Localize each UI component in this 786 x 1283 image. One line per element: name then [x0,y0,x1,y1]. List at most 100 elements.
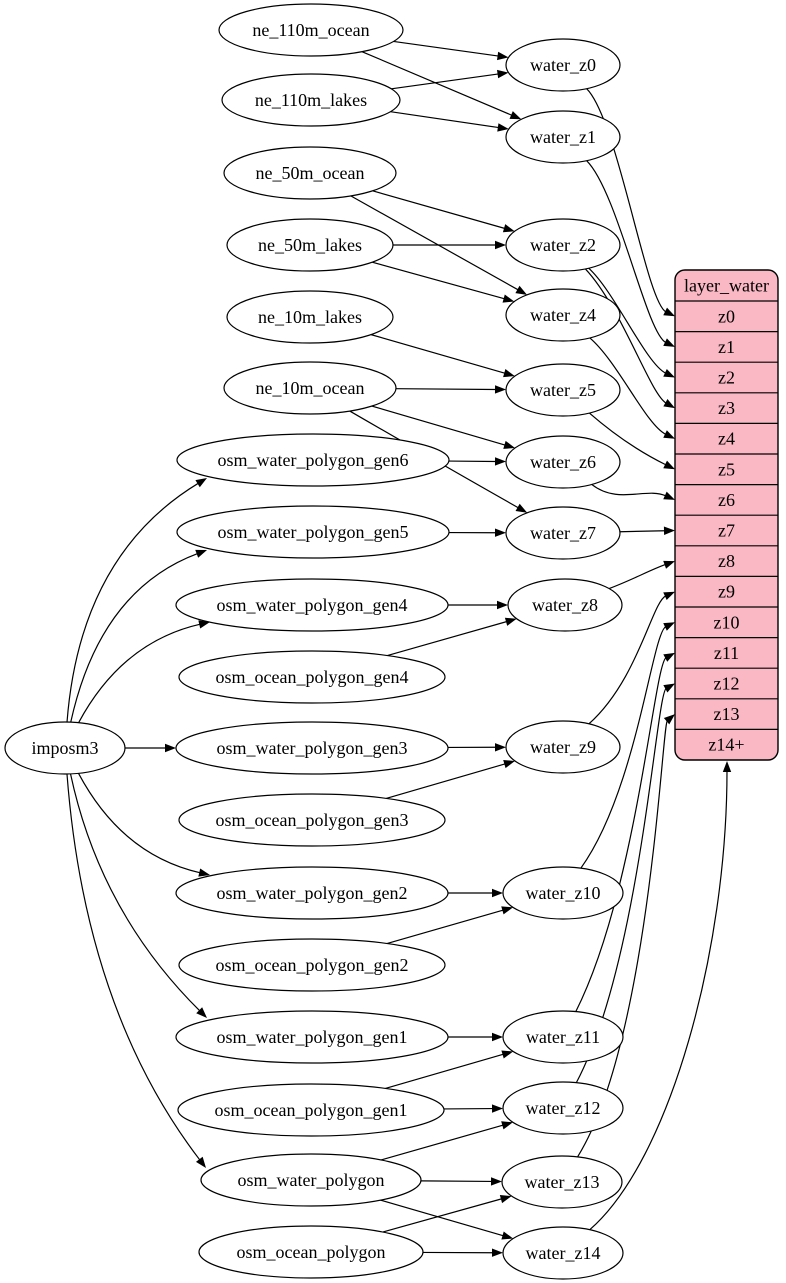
node-osm_water_polygon_gen5 [176,505,450,559]
edge-water_z4-to-z4 [589,337,667,435]
table-row-label-z0: z0 [718,306,735,326]
arrowhead-osm_ocean_polygon-to-water_z13 [499,1194,512,1204]
table-row-label-z1: z1 [718,337,735,357]
arrowhead-water_z2-to-z3 [663,399,675,409]
edge-ne_10m_lakes-to-water_z5 [370,334,506,374]
arrowhead-water_z1-to-z1 [663,338,675,347]
node-label-water_z0: water_z0 [530,55,596,75]
node-label-osm_ocean_polygon_gen4: osm_ocean_polygon_gen4 [216,667,409,687]
node-ne_10m_lakes [226,290,394,344]
node-ne_110m_ocean [218,3,404,57]
node-water_z13 [501,1155,623,1209]
arrowhead-ne_10m_ocean-to-water_z6 [503,440,516,449]
arrowhead-ne_50m_ocean-to-water_z2 [502,224,515,233]
arrowhead-osm_water_polygon_gen6-to-water_z6 [494,457,507,466]
node-label-osm_water_polygon_gen1: osm_water_polygon_gen1 [217,1027,408,1047]
node-water_z11 [502,1010,624,1064]
node-label-ne_10m_ocean: ne_10m_ocean [256,378,365,398]
table-row-label-z10: z10 [714,612,740,632]
node-label-osm_water_polygon_gen6: osm_water_polygon_gen6 [218,450,409,470]
node-label-ne_10m_lakes: ne_10m_lakes [258,307,362,327]
edge-osm_ocean_polygon_gen3-to-water_z9 [386,763,506,799]
node-label-osm_ocean_polygon_gen2: osm_ocean_polygon_gen2 [216,955,409,975]
node-water_z6 [505,435,621,489]
edge-ne_50m_ocean-to-water_z2 [372,190,506,230]
edge-imposm3-to-osm_water_polygon_gen1 [69,773,201,1012]
table-row-label-z8: z8 [718,551,735,571]
node-water_z0 [505,38,621,92]
table-row-label-z9: z9 [718,582,735,602]
edge-osm_ocean_polygon_gen1-to-water_z11 [385,1053,504,1090]
edge-water_z7-to-z7 [619,530,666,533]
edge-ne_110m_lakes-to-water_z0 [391,73,499,90]
edge-imposm3-to-osm_water_polygon_gen5 [70,552,198,723]
node-label-water_z9: water_z9 [530,737,596,757]
edge-osm_ocean_polygon-to-water_z13 [382,1198,503,1233]
edge-imposm3-to-osm_water_polygon_gen6 [66,482,199,723]
table-row-label-z4: z4 [718,429,735,449]
arrowhead-water_z6-to-z6 [663,491,675,500]
edge-imposm3-to-osm_water_polygon_gen4 [78,623,201,723]
layer-water-table: layer_water z0 z1 z2 z3 z4 z5 z6 z7 z8 z9 z10 z11 z12… [674,269,779,761]
table-row-label-z5: z5 [718,459,735,479]
arrowhead-water_z13-to-z13 [663,714,675,725]
arrowhead-ne_110m_lakes-to-water_z0 [496,69,509,79]
node-label-water_z14: water_z14 [526,1243,601,1263]
node-water_z7 [505,506,621,560]
edge-water_z2-to-z2 [588,267,667,374]
node-osm_water_polygon [200,1153,422,1207]
arrowhead-osm_ocean_polygon-to-water_z14 [491,1248,504,1257]
arrowhead-imposm3-to-osm_water_polygon_gen4 [198,620,210,629]
arrowhead-water_z2-to-z2 [663,369,675,378]
edge-water_z1-to-z1 [586,160,667,344]
arrowhead-water_z12-to-z12 [663,683,675,693]
node-label-water_z1: water_z1 [530,127,596,147]
node-label-ne_110m_lakes: ne_110m_lakes [255,90,367,110]
edge-water_z2-to-z3 [584,268,667,404]
table-row-label-z6: z6 [718,490,735,510]
node-label-water_z13: water_z13 [525,1172,600,1192]
node-water_z9 [505,720,621,774]
node-label-water_z7: water_z7 [530,523,596,543]
arrowhead-osm_water_polygon-to-water_z12 [501,1121,513,1130]
node-ne_10m_ocean [223,361,397,415]
arrowhead-imposm3-to-osm_water_polygon [195,1156,206,1168]
edge-ne_10m_ocean-to-water_z5 [395,388,497,391]
arrowhead-osm_ocean_polygon_gen1-to-water_z11 [501,1050,514,1059]
arrowhead-osm_ocean_polygon_gen3-to-water_z9 [503,760,515,769]
arrowhead-water_z5-to-z5 [663,460,675,470]
edge-water_z5-to-z5 [589,412,667,466]
node-label-osm_water_polygon_gen5: osm_water_polygon_gen5 [218,522,409,542]
node-label-water_z5: water_z5 [530,380,596,400]
arrowhead-osm_water_polygon_gen1-to-water_z11 [492,1032,503,1042]
edge-osm_water_polygon-to-water_z14 [380,1199,504,1237]
edge-water_z14-to-z14+ [589,770,728,1231]
node-label-water_z10: water_z10 [526,883,601,903]
arrowhead-ne_110m_ocean-to-water_z0 [496,51,509,61]
table-row-label-z7: z7 [718,521,735,541]
node-osm_water_polygon_gen4 [175,578,449,632]
arrowhead-water_z7-to-z7 [663,526,675,535]
node-label-water_z4: water_z4 [530,305,596,325]
arrowhead-water_z4-to-z4 [663,430,675,439]
arrowhead-ne_110m_lakes-to-water_z1 [497,123,509,132]
node-osm_water_polygon_gen1 [175,1010,449,1064]
node-label-ne_110m_ocean: ne_110m_ocean [252,20,369,40]
edge-water_z11-to-z11 [575,657,667,1012]
arrowhead-osm_water_polygon_gen4-to-water_z8 [497,600,508,610]
node-water_z5 [505,363,621,417]
edge-water_z6-to-z6 [591,483,667,497]
node-label-osm_ocean_polygon: osm_ocean_polygon [237,1242,386,1262]
arrowhead-ne_10m_ocean-to-water_z5 [494,385,507,394]
edge-water_z0-to-z0 [586,88,667,313]
arrowhead-imposm3-to-osm_water_polygon_gen5 [195,549,207,558]
edge-osm_ocean_polygon_gen4-to-water_z8 [387,620,508,657]
node-label-water_z11: water_z11 [526,1027,600,1047]
edge-water_z8-to-z8 [608,563,666,590]
edge-ne_110m_lakes-to-water_z1 [390,111,499,129]
table-row-label-z11: z11 [714,643,739,663]
node-ne_50m_lakes [226,218,394,272]
arrowhead-osm_ocean_polygon_gen2-to-water_z10 [501,906,513,915]
